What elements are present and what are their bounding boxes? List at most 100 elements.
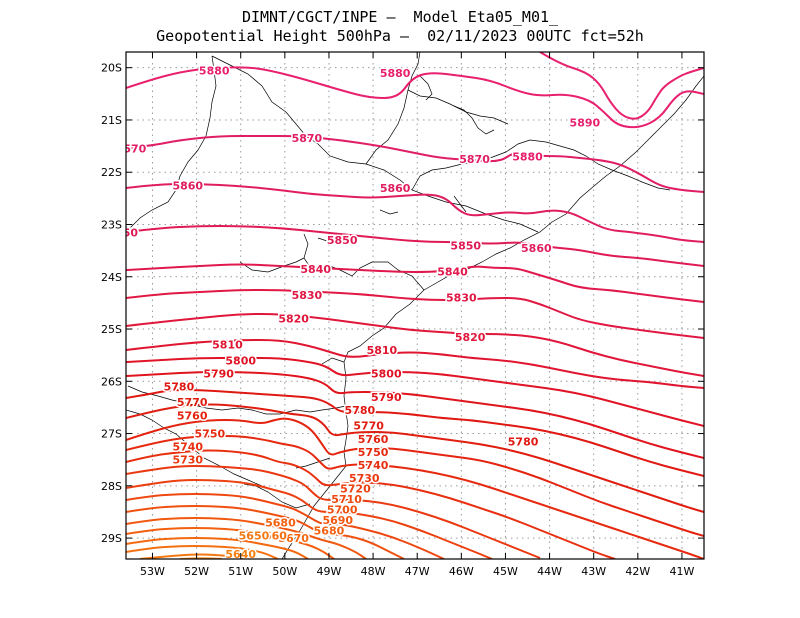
boundary-line [321, 357, 345, 365]
contour-5750 [126, 434, 704, 559]
contour-5680 [126, 526, 335, 559]
contour-label: 5730 [172, 454, 203, 467]
boundary-line [453, 105, 495, 135]
contour-5870 [126, 135, 704, 193]
contour-label: 5840 [300, 263, 331, 276]
x-tick-label: 48W [361, 565, 386, 578]
contour-lines [126, 52, 704, 559]
y-tick-label: 22S [101, 166, 122, 179]
contour-5830 [126, 288, 704, 339]
y-tick-label: 26S [101, 375, 122, 388]
contour-label: 5820 [278, 313, 309, 326]
boundary-line [239, 257, 305, 273]
boundary-line [407, 89, 509, 125]
boundary-line [411, 139, 671, 191]
contour-label: 5740 [172, 441, 203, 454]
y-tick-label: 29S [101, 532, 122, 545]
x-tick-label: 50W [272, 565, 297, 578]
x-tick-label: 53W [140, 565, 165, 578]
contour-label: 5730 [349, 472, 380, 485]
contour-label: 5680 [265, 516, 296, 529]
contour-5850 [126, 224, 704, 267]
contour-5770 [126, 403, 704, 513]
boundary-line [127, 385, 347, 415]
x-tick-label: 52W [184, 565, 209, 578]
contour-label: 5840 [437, 266, 468, 279]
contour-5880 [126, 66, 704, 129]
boundary-line [423, 75, 704, 291]
contour-label: 5670 [278, 532, 309, 545]
contour-5840 [126, 263, 704, 303]
contour-5800 [126, 357, 704, 427]
map-frame [125, 51, 705, 560]
y-axis-ticks: 20S 21S 22S 23S 24S 25S 26S 27S 28S 29S [101, 62, 704, 545]
contour-5790 [126, 370, 704, 459]
contour-label: 5760 [177, 409, 208, 422]
contour-label: 5880 [199, 64, 230, 77]
title-line-1: DIMNT/CGCT/INPE — Model Eta05_M01_ [241, 8, 559, 26]
contour-label: 5800 [225, 354, 256, 367]
y-tick-label: 21S [101, 114, 122, 127]
contour-label: 5780 [508, 435, 539, 448]
y-tick-label: 25S [101, 323, 122, 336]
y-tick-label: 20S [101, 62, 122, 75]
contour-label: 5830 [292, 289, 323, 302]
contour-label: 5880 [380, 67, 411, 80]
contour-label: 5770 [353, 420, 384, 433]
y-tick-label: 28S [101, 480, 122, 493]
contour-5650 [139, 553, 255, 559]
contour-label: 5850 [450, 239, 481, 252]
contour-label: 5750 [195, 428, 226, 441]
y-tick-label: 27S [101, 428, 122, 441]
contour-5860 [126, 182, 704, 243]
contour-label: 5750 [358, 446, 389, 459]
x-tick-label: 47W [405, 565, 430, 578]
contour-label: 5850 [327, 234, 358, 247]
contour-label: 5800 [371, 367, 402, 380]
contour-label: 5760 [358, 433, 389, 446]
contour-label: 5790 [371, 391, 402, 404]
contour-5730 [126, 464, 541, 559]
x-tick-label: 41W [670, 565, 695, 578]
y-tick-label: 24S [101, 271, 122, 284]
contour-5820 [126, 312, 704, 377]
contour-5720 [126, 478, 493, 559]
contour-label: 5710 [331, 493, 362, 506]
contour-label: 5860 [521, 242, 552, 255]
contour-label: 570 [123, 143, 146, 156]
x-tick-label: 42W [625, 565, 650, 578]
x-tick-label: 43W [581, 565, 606, 578]
contour-5810 [126, 338, 704, 389]
boundary-line [317, 237, 353, 245]
contour-label: 5650 [239, 529, 270, 542]
contour-5700 [126, 504, 405, 559]
grid-lines [126, 52, 704, 559]
x-tick-label: 49W [317, 565, 342, 578]
contour-label: 5830 [446, 292, 477, 305]
contour-label: 5780 [345, 404, 376, 417]
contour-label: 5890 [570, 117, 601, 130]
contour-label: 5680 [314, 524, 345, 537]
x-axis-ticks: 53W 52W 51W 50W 49W 48W 47W 46W 45W 44W 43W 42W 41W [140, 52, 694, 578]
contour-label: 5770 [177, 396, 208, 409]
boundary-line [211, 55, 539, 233]
contour-label: 5870 [459, 153, 490, 166]
title-line-2: Geopotential Height 500hPa — 02/11/2023 … [156, 27, 644, 45]
boundary-line [379, 209, 399, 215]
x-tick-label: 51W [228, 565, 253, 578]
contour-label: 5810 [367, 344, 398, 357]
contour-label: 5790 [203, 367, 234, 380]
boundary-line [453, 195, 467, 213]
contour-5690 [126, 516, 367, 559]
contour-5780 [126, 388, 704, 477]
contour-label: 5880 [512, 151, 543, 164]
contour-5670 [126, 536, 309, 559]
x-tick-label: 46W [449, 565, 474, 578]
x-tick-label: 45W [493, 565, 518, 578]
contour-label: 5810 [212, 339, 243, 352]
y-tick-label: 23S [101, 218, 122, 231]
contour-label: 5660 [256, 529, 287, 542]
contour-label: 5820 [455, 331, 486, 344]
contour-label: 5690 [322, 514, 353, 527]
